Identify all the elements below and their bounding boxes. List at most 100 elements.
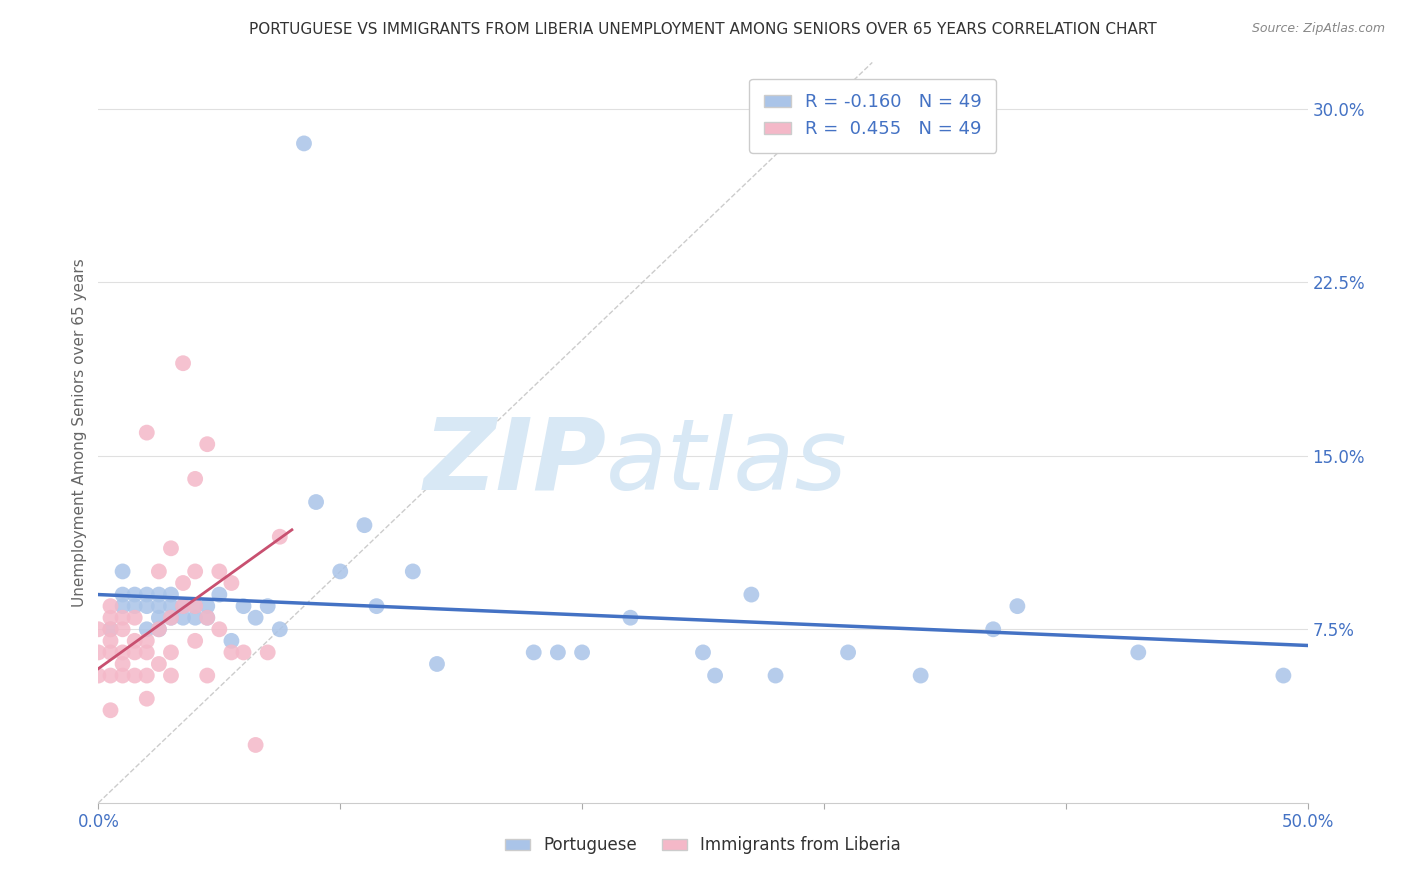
Point <box>837 645 859 659</box>
Point <box>111 610 134 624</box>
Point <box>111 599 134 614</box>
Point <box>292 136 315 151</box>
Point <box>135 668 157 682</box>
Point <box>172 599 194 614</box>
Point <box>100 622 122 636</box>
Point <box>124 668 146 682</box>
Point <box>111 622 134 636</box>
Point <box>135 425 157 440</box>
Point <box>148 599 170 614</box>
Point <box>184 565 207 579</box>
Point <box>148 657 170 671</box>
Point <box>269 622 291 636</box>
Point <box>184 633 207 648</box>
Point <box>208 565 231 579</box>
Point <box>148 622 170 636</box>
Point <box>111 565 134 579</box>
Point <box>765 668 787 682</box>
Text: Source: ZipAtlas.com: Source: ZipAtlas.com <box>1251 22 1385 36</box>
Point <box>100 599 122 614</box>
Text: PORTUGUESE VS IMMIGRANTS FROM LIBERIA UNEMPLOYMENT AMONG SENIORS OVER 65 YEARS C: PORTUGUESE VS IMMIGRANTS FROM LIBERIA UN… <box>249 22 1157 37</box>
Point <box>172 356 194 370</box>
Point <box>1272 668 1295 682</box>
Point <box>208 588 231 602</box>
Point <box>981 622 1004 636</box>
Point <box>135 599 157 614</box>
Point <box>160 645 183 659</box>
Point <box>135 691 157 706</box>
Point <box>184 472 207 486</box>
Point <box>269 530 291 544</box>
Point <box>426 657 449 671</box>
Point <box>195 668 218 682</box>
Point <box>160 599 183 614</box>
Point <box>232 599 254 614</box>
Point <box>111 668 134 682</box>
Point <box>148 610 170 624</box>
Point <box>135 633 157 648</box>
Point <box>221 633 243 648</box>
Point <box>910 668 932 682</box>
Point <box>135 645 157 659</box>
Point <box>160 541 183 556</box>
Point <box>256 645 278 659</box>
Point <box>547 645 569 659</box>
Point <box>184 599 207 614</box>
Point <box>160 668 183 682</box>
Text: ZIP: ZIP <box>423 414 606 511</box>
Point <box>704 668 727 682</box>
Legend: Portuguese, Immigrants from Liberia: Portuguese, Immigrants from Liberia <box>498 830 908 861</box>
Point <box>172 599 194 614</box>
Point <box>100 645 122 659</box>
Point <box>692 645 714 659</box>
Point <box>195 610 218 624</box>
Point <box>740 588 762 602</box>
Point <box>221 645 243 659</box>
Point <box>124 633 146 648</box>
Point <box>619 610 641 624</box>
Point <box>100 703 122 717</box>
Text: atlas: atlas <box>606 414 848 511</box>
Point <box>100 633 122 648</box>
Point <box>353 518 375 533</box>
Point <box>100 610 122 624</box>
Point <box>87 645 110 659</box>
Point <box>111 588 134 602</box>
Point <box>184 610 207 624</box>
Point <box>1128 645 1150 659</box>
Point <box>124 588 146 602</box>
Point <box>195 610 218 624</box>
Point <box>402 565 425 579</box>
Point <box>184 599 207 614</box>
Point <box>245 738 267 752</box>
Point <box>221 576 243 591</box>
Point <box>160 588 183 602</box>
Point <box>100 668 122 682</box>
Point <box>232 645 254 659</box>
Point <box>208 622 231 636</box>
Point <box>111 645 134 659</box>
Point <box>160 610 183 624</box>
Point <box>148 565 170 579</box>
Point <box>87 668 110 682</box>
Point <box>305 495 328 509</box>
Point <box>124 610 146 624</box>
Point <box>111 657 134 671</box>
Point <box>124 645 146 659</box>
Point <box>172 610 194 624</box>
Point <box>523 645 546 659</box>
Point <box>571 645 593 659</box>
Point <box>195 437 218 451</box>
Point <box>100 622 122 636</box>
Point <box>172 576 194 591</box>
Y-axis label: Unemployment Among Seniors over 65 years: Unemployment Among Seniors over 65 years <box>72 259 87 607</box>
Point <box>124 599 146 614</box>
Point <box>256 599 278 614</box>
Point <box>87 622 110 636</box>
Point <box>135 588 157 602</box>
Point <box>148 588 170 602</box>
Point <box>135 622 157 636</box>
Point <box>366 599 388 614</box>
Point <box>329 565 352 579</box>
Point <box>245 610 267 624</box>
